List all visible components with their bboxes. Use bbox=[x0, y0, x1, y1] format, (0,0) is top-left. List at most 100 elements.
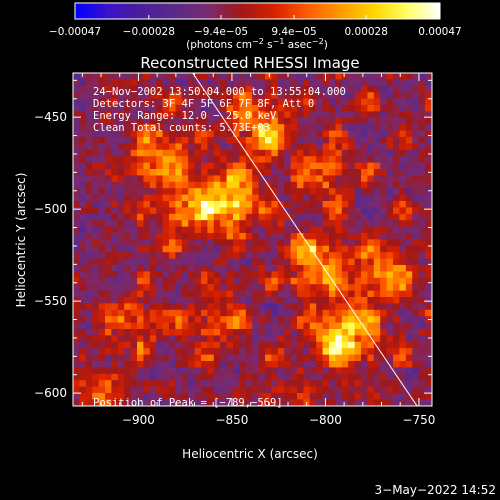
heatmap-cell bbox=[425, 265, 432, 272]
heatmap-cell bbox=[418, 143, 426, 151]
heatmap-cell bbox=[143, 226, 151, 234]
heatmap-cell bbox=[143, 329, 151, 336]
heatmap-cell bbox=[386, 303, 394, 311]
heatmap-cell bbox=[290, 354, 298, 362]
heatmap-cell bbox=[162, 130, 170, 138]
heatmap-cell bbox=[380, 386, 387, 394]
heatmap-cell bbox=[105, 335, 112, 343]
heatmap-cell bbox=[124, 194, 131, 202]
heatmap-cell bbox=[117, 297, 125, 304]
heatmap-cell bbox=[290, 169, 298, 176]
heatmap-cell bbox=[425, 258, 432, 266]
heatmap-cell bbox=[175, 105, 183, 112]
heatmap-cell bbox=[399, 297, 407, 304]
heatmap-cell bbox=[220, 137, 227, 144]
heatmap-cell bbox=[162, 124, 170, 131]
heatmap-cell bbox=[367, 79, 375, 87]
heatmap-cell bbox=[130, 258, 138, 266]
heatmap-cell bbox=[143, 361, 151, 368]
heatmap-cell bbox=[239, 226, 247, 234]
heatmap-cell bbox=[92, 130, 99, 138]
heatmap-cell bbox=[85, 303, 93, 311]
heatmap-cell bbox=[105, 393, 112, 400]
heatmap-cell bbox=[194, 188, 202, 195]
heatmap-cell bbox=[341, 380, 349, 387]
heatmap-cell bbox=[85, 380, 93, 387]
heatmap-cell bbox=[258, 271, 266, 279]
heatmap-cell bbox=[297, 335, 304, 343]
heatmap-cell bbox=[386, 239, 394, 247]
heatmap-cell bbox=[169, 316, 176, 323]
heatmap-cell bbox=[220, 207, 227, 215]
heatmap-cell bbox=[181, 201, 189, 208]
heatmap-cell bbox=[284, 329, 291, 336]
heatmap-cell bbox=[271, 143, 279, 151]
heatmap-cell bbox=[162, 348, 170, 355]
heatmap-cell bbox=[405, 169, 413, 176]
heatmap-cell bbox=[194, 258, 202, 266]
heatmap-cell bbox=[85, 405, 93, 406]
heatmap-cell bbox=[258, 201, 266, 208]
heatmap-cell bbox=[188, 303, 195, 311]
heatmap-cell bbox=[425, 181, 432, 189]
heatmap-cell bbox=[309, 194, 317, 202]
heatmap-cell bbox=[73, 348, 80, 355]
heatmap-cell bbox=[316, 252, 323, 259]
heatmap-cell bbox=[73, 265, 80, 272]
heatmap-cell bbox=[271, 367, 279, 375]
heatmap-cell bbox=[425, 361, 432, 368]
heatmap-cell bbox=[207, 271, 215, 279]
heatmap-cell bbox=[386, 277, 394, 285]
heatmap-cell bbox=[213, 201, 221, 208]
heatmap-cell bbox=[162, 335, 170, 343]
heatmap-cell bbox=[341, 277, 349, 285]
heatmap-cell bbox=[309, 252, 317, 259]
heatmap-cell bbox=[309, 277, 317, 285]
heatmap-cell bbox=[92, 252, 99, 259]
heatmap-cell bbox=[239, 98, 247, 106]
heatmap-cell bbox=[92, 79, 99, 87]
heatmap-cell bbox=[393, 169, 400, 176]
heatmap-cell bbox=[335, 271, 343, 279]
heatmap-cell bbox=[252, 233, 259, 240]
heatmap-cell bbox=[194, 201, 202, 208]
heatmap-cell bbox=[316, 117, 323, 125]
heatmap-cell bbox=[201, 226, 208, 234]
heatmap-cell bbox=[361, 322, 368, 330]
heatmap-cell bbox=[265, 188, 272, 195]
heatmap-cell bbox=[111, 188, 119, 195]
heatmap-cell bbox=[188, 245, 195, 253]
heatmap-cell bbox=[354, 188, 362, 195]
heatmap-cell bbox=[85, 149, 93, 157]
heatmap-cell bbox=[341, 143, 349, 151]
heatmap-cell bbox=[149, 188, 157, 195]
heatmap-cell bbox=[252, 341, 259, 349]
heatmap-cell bbox=[143, 149, 151, 157]
heatmap-cell bbox=[309, 393, 317, 400]
heatmap-cell bbox=[329, 316, 336, 323]
heatmap-cell bbox=[335, 361, 343, 368]
heatmap-cell bbox=[405, 335, 413, 343]
heatmap-cell bbox=[124, 175, 131, 183]
heatmap-cell bbox=[226, 290, 234, 298]
heatmap-cell bbox=[405, 92, 413, 99]
heatmap-cell bbox=[290, 399, 298, 406]
heatmap-cell bbox=[341, 316, 349, 323]
heatmap-cell bbox=[105, 386, 112, 394]
heatmap-cell bbox=[425, 309, 432, 317]
colorbar-tick-label: −0.00047 bbox=[49, 26, 101, 38]
heatmap-cell bbox=[271, 201, 279, 208]
heatmap-cell bbox=[175, 130, 183, 138]
heatmap-cell bbox=[111, 277, 119, 285]
heatmap-cell bbox=[143, 220, 151, 227]
heatmap-cell bbox=[252, 85, 259, 93]
heatmap-cell bbox=[149, 348, 157, 355]
heatmap-cell bbox=[354, 258, 362, 266]
heatmap-cell bbox=[341, 169, 349, 176]
heatmap-cell bbox=[322, 354, 330, 362]
heatmap-cell bbox=[252, 290, 259, 298]
x-axis-label: Heliocentric X (arcsec) bbox=[182, 447, 318, 461]
heatmap-cell bbox=[329, 373, 336, 381]
heatmap-cell bbox=[412, 149, 419, 157]
heatmap-cell bbox=[354, 354, 362, 362]
